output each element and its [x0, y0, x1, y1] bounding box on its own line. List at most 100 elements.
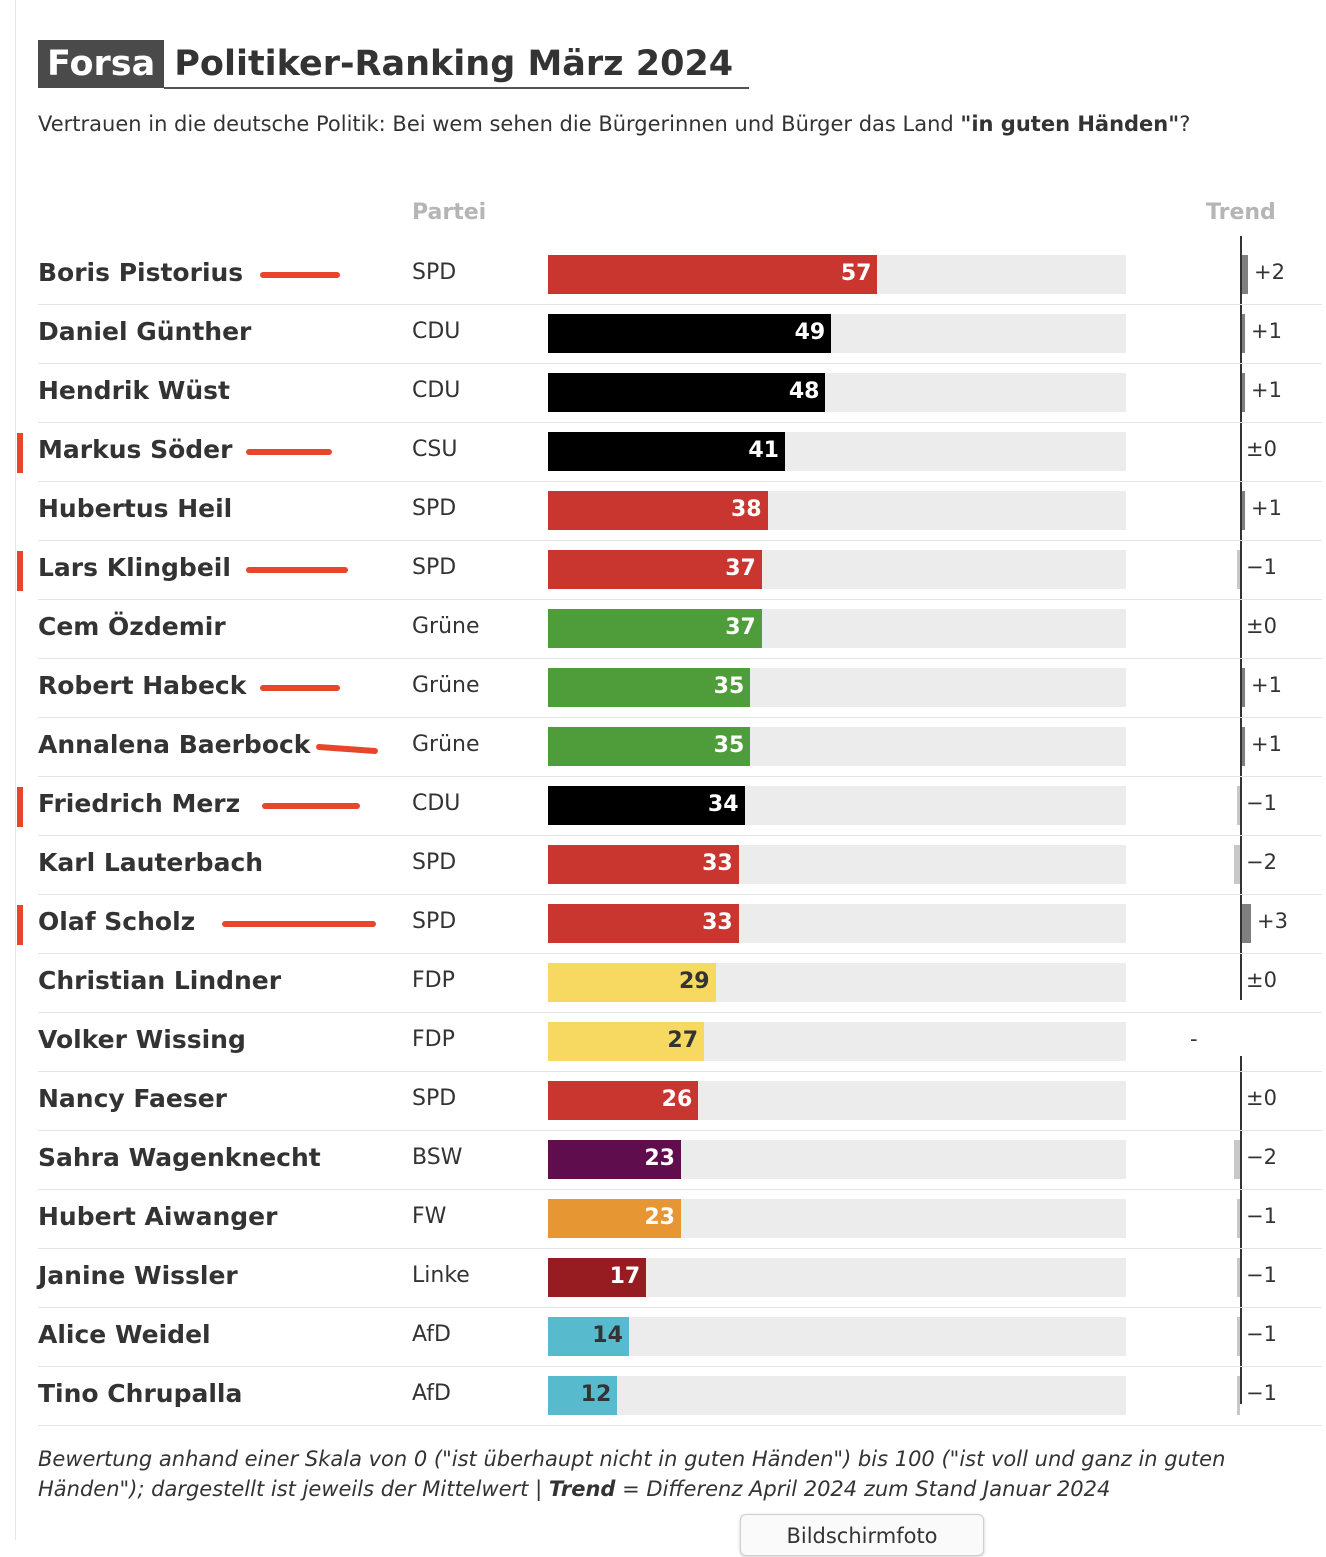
table-row: Olaf Scholz SPD 33 +3 [17, 895, 1322, 954]
politician-name: Olaf Scholz [38, 907, 196, 936]
bar: 33 [548, 845, 739, 884]
annotation-marker [17, 787, 23, 827]
bar-value-label: 35 [713, 733, 745, 758]
party-label: SPD [412, 496, 457, 521]
table-row: Nancy Faeser SPD 26 ±0 [38, 1072, 1322, 1131]
trend-bar [1242, 314, 1245, 353]
screenshot-button[interactable]: Bildschirmfoto [740, 1514, 984, 1556]
bar-track: 26 [548, 1081, 1126, 1120]
party-label: Grüne [412, 673, 480, 698]
bar: 57 [548, 255, 878, 294]
party-label: Grüne [412, 614, 480, 639]
bar-track: 23 [548, 1199, 1126, 1238]
trend-bar [1234, 1140, 1240, 1179]
annotation-stroke [260, 272, 340, 278]
bar-track: 57 [548, 255, 1126, 294]
trend-label: ±0 [1246, 437, 1277, 461]
bar-value-label: 17 [609, 1264, 641, 1289]
bar: 23 [548, 1199, 681, 1238]
bar-value-label: 33 [702, 910, 733, 935]
subtitle-emphasis: "in guten Händen" [960, 112, 1180, 136]
politician-name: Alice Weidel [38, 1320, 211, 1349]
trend-zero-axis [1240, 236, 1242, 1404]
bar-track: 37 [548, 550, 1126, 589]
politician-name: Janine Wissler [38, 1261, 238, 1290]
bar-value-label: 37 [725, 556, 756, 581]
footnote-trend: Trend [548, 1477, 616, 1501]
trend-label: −1 [1246, 1204, 1277, 1228]
bar-track: 38 [548, 491, 1126, 530]
bar: 23 [548, 1140, 681, 1179]
bar-track: 37 [548, 609, 1126, 648]
chart-subtitle: Vertrauen in die deutsche Politik: Bei w… [38, 112, 1190, 136]
party-label: SPD [412, 1086, 457, 1111]
trend-bar [1237, 550, 1240, 589]
bar-track: 17 [548, 1258, 1126, 1297]
trend-label: +1 [1251, 319, 1282, 343]
party-label: Grüne [412, 732, 480, 757]
table-row: Friedrich Merz CDU 34 −1 [17, 777, 1322, 836]
party-label: CSU [412, 437, 458, 462]
party-label: AfD [412, 1322, 451, 1347]
table-row: Hendrik Wüst CDU 48 +1 [38, 364, 1322, 423]
party-label: SPD [412, 850, 457, 875]
trend-bar [1242, 904, 1251, 943]
bar-value-label: 49 [794, 320, 826, 345]
bar: 14 [548, 1317, 629, 1356]
politician-name: Karl Lauterbach [38, 848, 264, 877]
bar-track: 34 [548, 786, 1126, 825]
trend-bar [1237, 786, 1240, 825]
bar: 29 [548, 963, 716, 1002]
bar-track: 33 [548, 845, 1126, 884]
bar: 37 [548, 550, 762, 589]
trend-label: −1 [1246, 1381, 1277, 1405]
politician-name: Nancy Faeser [38, 1084, 228, 1113]
bar-track: 14 [548, 1317, 1126, 1356]
bar-value-label: 35 [713, 674, 745, 699]
bar-value-label: 57 [840, 261, 872, 286]
table-row: Robert Habeck Grüne 35 +1 [38, 659, 1322, 718]
trend-label: +1 [1251, 732, 1282, 756]
politician-name: Tino Chrupalla [38, 1379, 243, 1408]
bar-track: 29 [548, 963, 1126, 1002]
politician-name: Robert Habeck [38, 671, 247, 700]
party-label: SPD [412, 260, 457, 285]
trend-bar [1237, 1199, 1240, 1238]
trend-label: +3 [1257, 909, 1288, 933]
trend-label: −1 [1246, 1322, 1277, 1346]
trend-bar [1242, 255, 1248, 294]
table-row: Annalena Baerbock Grüne 35 +1 [38, 718, 1322, 777]
annotation-stroke [315, 743, 379, 755]
party-label: AfD [412, 1381, 451, 1406]
trend-axis-gap [1236, 1000, 1246, 1056]
bar: 35 [548, 668, 751, 707]
bar: 27 [548, 1022, 705, 1061]
table-row: Daniel Günther CDU 49 +1 [38, 305, 1322, 364]
trend-bar [1234, 845, 1240, 884]
annotation-stroke [262, 803, 360, 809]
bar-value-label: 12 [580, 1382, 612, 1407]
trend-label: −1 [1246, 791, 1277, 815]
title-text: Politiker-Ranking März 2024 [164, 39, 750, 89]
party-label: FDP [412, 968, 455, 993]
bar: 33 [548, 904, 739, 943]
subtitle-end: ? [1179, 112, 1191, 136]
bar-value-label: 27 [667, 1028, 699, 1053]
trend-bar [1242, 373, 1245, 412]
trend-label: +1 [1251, 378, 1282, 402]
politician-name: Daniel Günther [38, 317, 252, 346]
annotation-marker [17, 905, 23, 945]
trend-label: +1 [1251, 673, 1282, 697]
trend-label: −2 [1246, 1145, 1277, 1169]
annotation-marker [17, 551, 23, 591]
table-row: Christian Lindner FDP 29 ±0 [38, 954, 1322, 1013]
trend-bar [1242, 491, 1245, 530]
annotation-stroke [222, 921, 376, 927]
bar-value-label: 26 [661, 1087, 693, 1112]
bar-value-label: 41 [748, 438, 779, 463]
party-label: FW [412, 1204, 447, 1229]
trend-bar [1237, 1317, 1240, 1356]
politician-name: Friedrich Merz [38, 789, 241, 818]
subtitle-text: Vertrauen in die deutsche Politik: Bei w… [38, 112, 961, 136]
chart-title: Forsa Politiker-Ranking März 2024 [38, 39, 750, 89]
